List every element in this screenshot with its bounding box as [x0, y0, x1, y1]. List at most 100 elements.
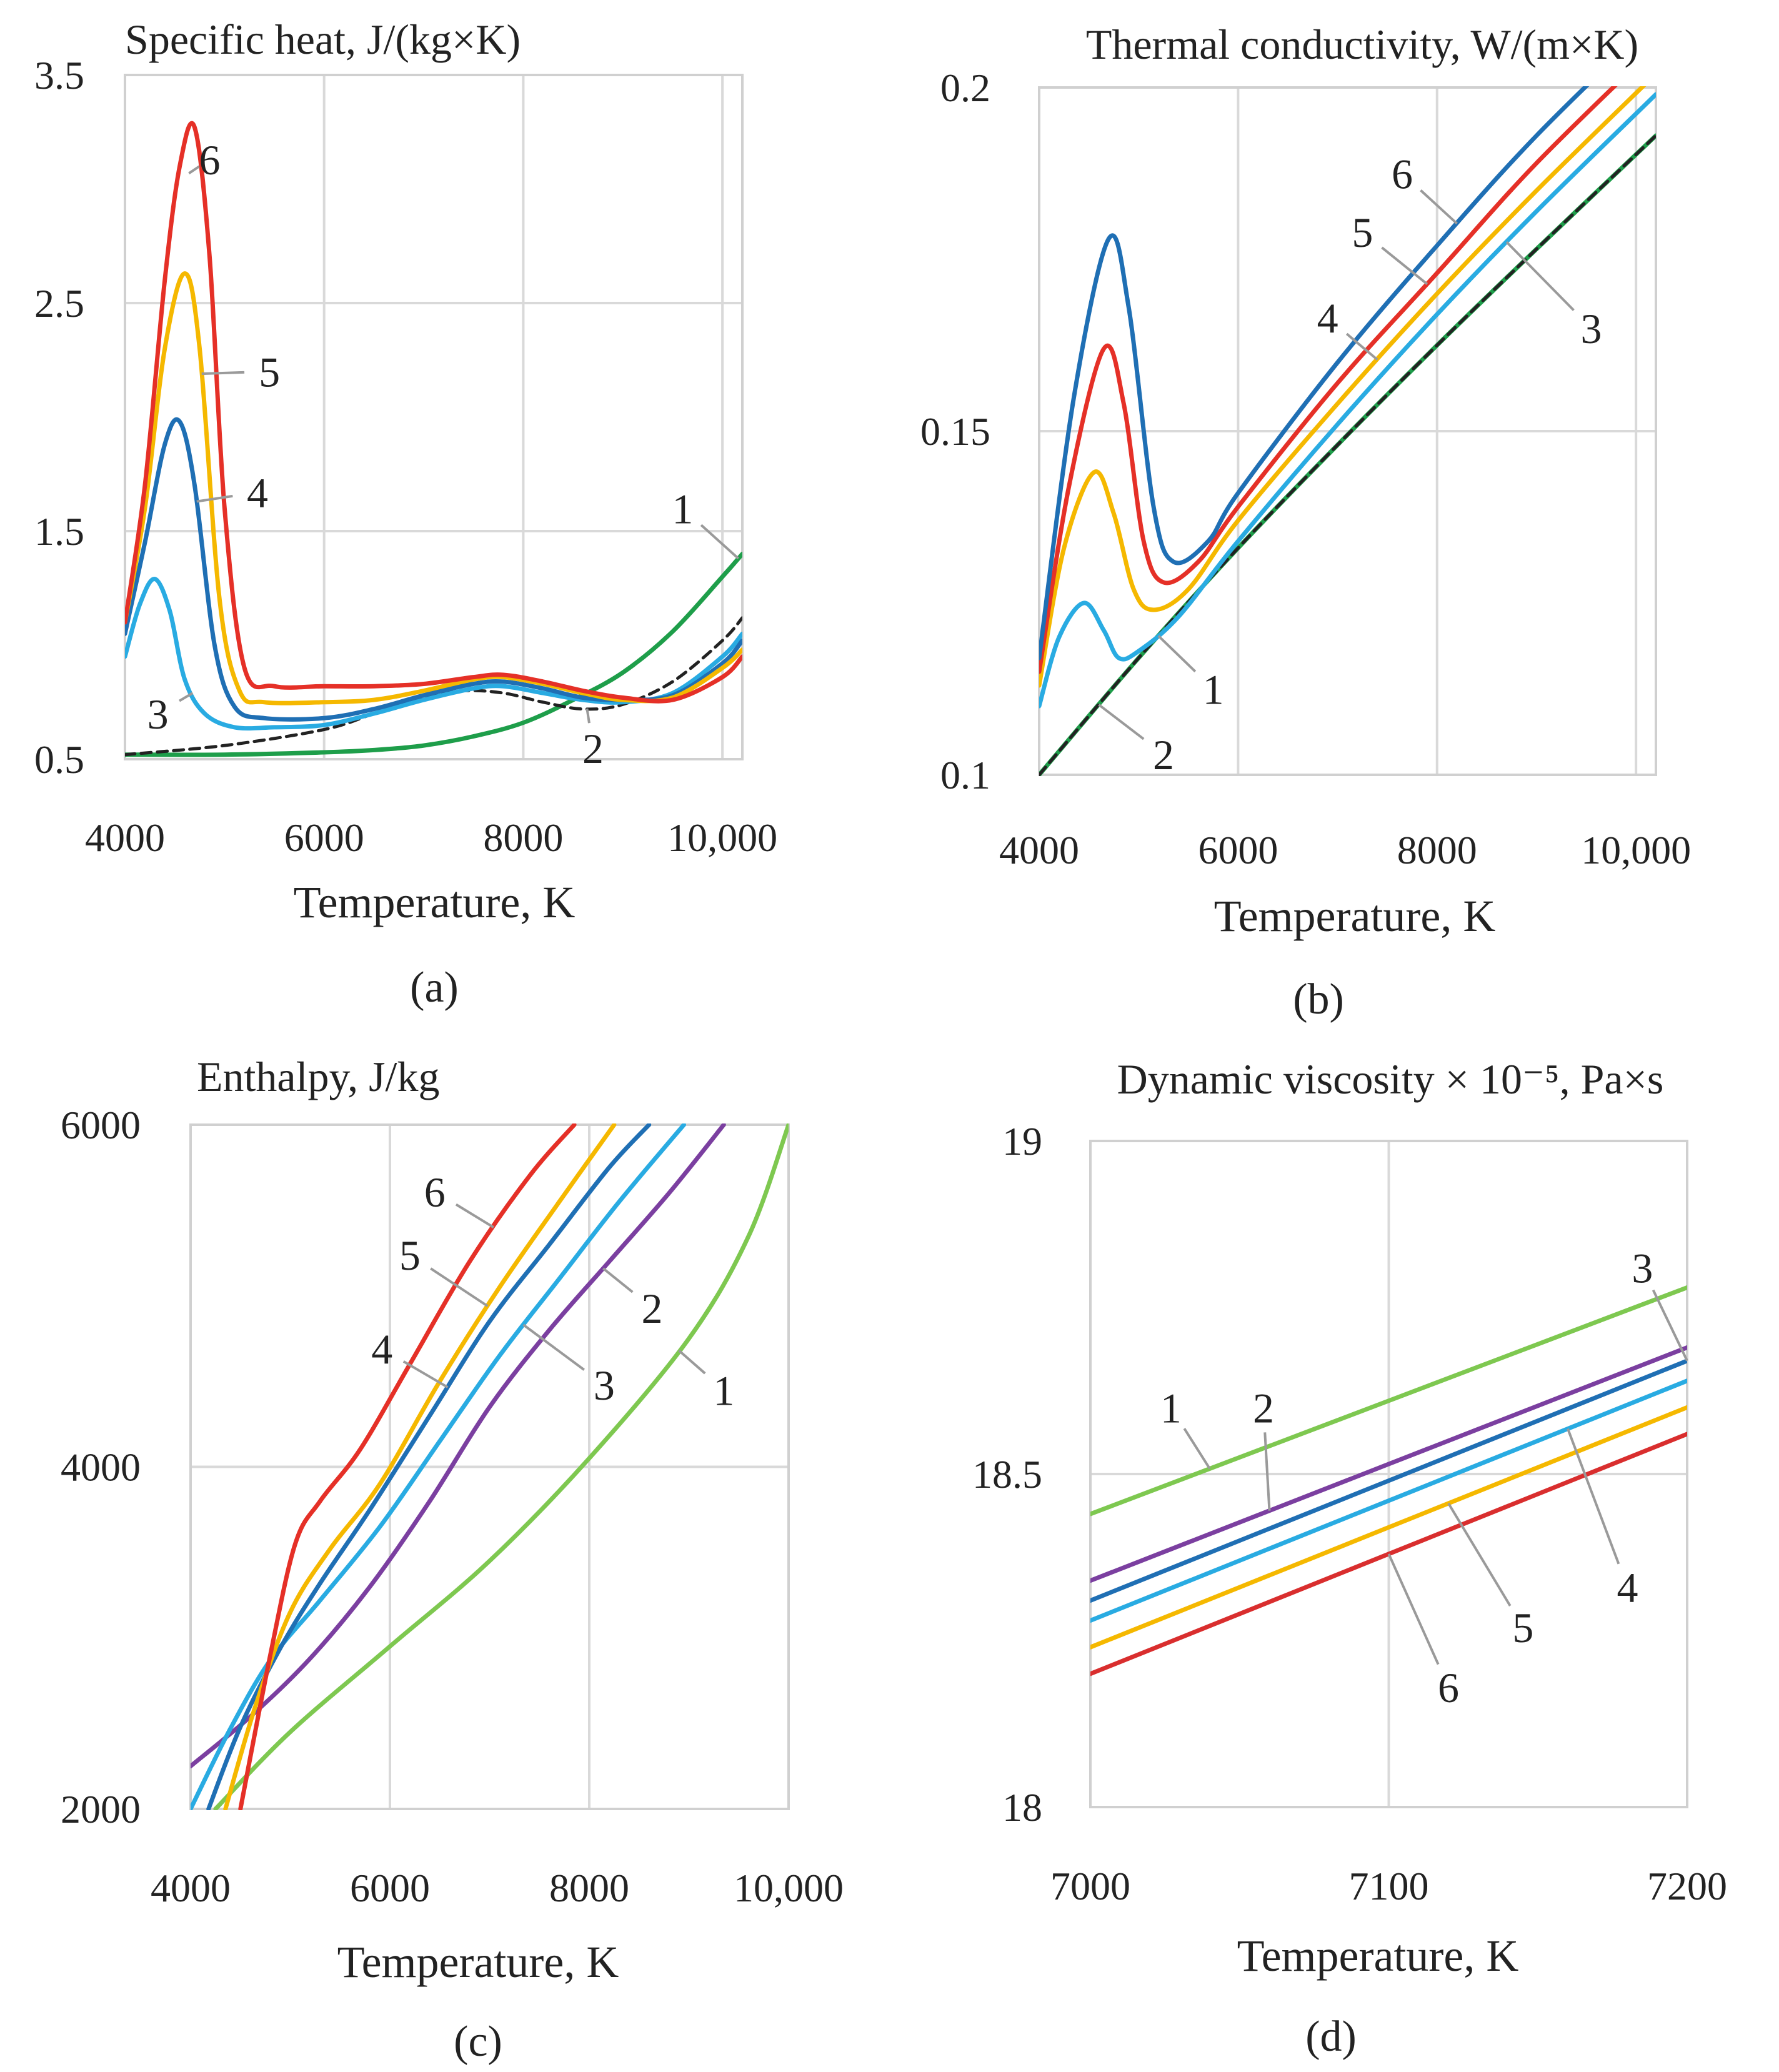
panel-a-curve-label-6: 6 [199, 136, 220, 184]
panel-d-leader-3 [1652, 1289, 1688, 1362]
panel-b-title: Thermal conductivity, W/(m×K) [1086, 21, 1638, 68]
panel-d-leader-4 [1567, 1428, 1620, 1565]
panel-b-curve-label-3: 3 [1581, 305, 1602, 352]
panel-d-title: Dynamic viscosity × 10⁻⁵, Pa×s [1117, 1055, 1664, 1103]
panel-d-xtick-label: 7000 [1050, 1864, 1130, 1908]
panel-d-xlabel: Temperature, K [1237, 1931, 1519, 1981]
panel-a-curve-label-4: 4 [247, 469, 268, 517]
panel-d-series-2 [1090, 1345, 1687, 1583]
panel-a-xtick-label: 6000 [284, 815, 364, 860]
panel-b-xtick-label: 8000 [1397, 828, 1477, 872]
panel-b-leader-3 [1505, 241, 1575, 311]
panel-c-series-1 [213, 1123, 789, 1810]
panel-b-curve-label-4: 4 [1317, 295, 1338, 342]
panel-a-series-1 [125, 552, 742, 757]
panel-c: Enthalpy, J/kg 4000 6000 8000 10,0002000400… [61, 1053, 844, 2066]
panel-d-curve-label-4: 4 [1617, 1564, 1638, 1611]
panel-d-leader-6 [1387, 1553, 1440, 1665]
panel-d-label: (d) [1305, 2013, 1357, 2061]
panel-c-series-2 [191, 1123, 726, 1769]
panel-a-xtick-label: 4000 [85, 815, 165, 860]
panel-d-series-4 [1090, 1378, 1687, 1623]
panel-b-xtick-label: 4000 [999, 828, 1079, 872]
panel-a-curve-label-5: 5 [259, 349, 280, 396]
panel-a-xtick-label: 8000 [483, 815, 563, 860]
panel-d-curve-label-6: 6 [1438, 1664, 1459, 1711]
panel-a-curve-label-3: 3 [147, 690, 169, 738]
panel-b: Thermal conductivity, W/(m×K) 4000 6000 80… [920, 21, 1691, 1024]
panel-d-curve-label-2: 2 [1253, 1384, 1274, 1432]
panel-a-title: Specific heat, J/(kg×K) [125, 16, 521, 63]
panel-b-series-2 [1039, 134, 1656, 776]
panel-d-plot-frame [1089, 1140, 1688, 1808]
panel-c-xtick-label: 6000 [350, 1866, 430, 1910]
panel-c-curve-label-3: 3 [594, 1362, 615, 1409]
panel-c-leader-6 [455, 1203, 494, 1228]
panel-a-ytick-label: 1.5 [34, 509, 84, 554]
panel-d-curve-label-5: 5 [1512, 1604, 1533, 1651]
panel-b-label: (b) [1293, 975, 1344, 1024]
panel-c-leader-3 [522, 1323, 585, 1371]
panel-a-ytick-label: 2.5 [34, 281, 84, 326]
panel-c-curve-label-2: 2 [641, 1285, 662, 1332]
panel-d-ytick-label: 18.5 [972, 1452, 1042, 1497]
panel-d-series-5 [1090, 1405, 1687, 1650]
panel-d-plot: 7000 7100 7200 18 18.5 19 1 2 3 4 5 6 [972, 1119, 1727, 1908]
panel-a-series-3 [125, 577, 742, 731]
panel-c-xtick-label: 8000 [549, 1866, 629, 1910]
panel-b-leader-1 [1157, 635, 1197, 673]
panel-a-xlabel: Temperature, K [294, 877, 576, 927]
panel-c-leader-4 [402, 1360, 449, 1388]
panel-c-curve-label-1: 1 [713, 1367, 734, 1414]
panel-c-leader-2 [602, 1267, 634, 1293]
panel-b-curve-label-6: 6 [1392, 151, 1413, 198]
panel-b-leader-4 [1345, 332, 1378, 361]
panel-c-leader-5 [430, 1267, 489, 1307]
panel-d-curve-label-3: 3 [1632, 1245, 1653, 1292]
panel-c-title: Enthalpy, J/kg [197, 1053, 439, 1100]
panel-a-leader-3 [179, 692, 194, 702]
panel-b-ytick-label: 0.2 [940, 66, 990, 110]
panel-a-leader-4 [196, 494, 233, 503]
panel-c-leader-1 [678, 1349, 706, 1375]
panel-b-leader-6 [1420, 189, 1458, 225]
panel-a-series-6 [125, 121, 742, 704]
panel-d-series-6 [1090, 1432, 1687, 1676]
panel-a-xtick-label: 10,000 [667, 815, 777, 860]
panel-c-series-6 [238, 1123, 577, 1810]
panel-b-plot-frame [1038, 86, 1657, 776]
panel-b-ytick-label: 0.15 [920, 409, 990, 454]
panel-b-ytick-label: 0.1 [940, 753, 990, 797]
panel-a: Specific heat, J/(kg×K) 4000 6000 8000 10,0… [34, 16, 777, 1012]
panel-a-leader-2 [586, 708, 591, 724]
panel-d-ytick-label: 18 [1002, 1785, 1042, 1830]
panel-a-series-2 [125, 616, 742, 757]
panel-d-series-1 [1090, 1285, 1687, 1517]
panel-c-ytick-label: 2000 [61, 1787, 141, 1831]
panel-c-series-3 [191, 1123, 686, 1810]
panel-b-series-4 [1039, 86, 1647, 688]
panel-a-label: (a) [410, 964, 459, 1012]
panel-c-label: (c) [454, 2018, 502, 2066]
panel-b-series-3 [1039, 92, 1656, 709]
panel-b-series-5 [1039, 86, 1618, 674]
panel-d-leader-2 [1263, 1432, 1271, 1511]
panel-b-series-6 [1039, 86, 1590, 660]
panel-a-curve-label-1: 1 [672, 486, 693, 533]
panel-b-xlabel: Temperature, K [1214, 891, 1496, 941]
panel-b-xtick-label: 6000 [1198, 828, 1278, 872]
panel-a-ytick-label: 0.5 [34, 737, 84, 782]
panel-c-xlabel: Temperature, K [337, 1937, 619, 1987]
panel-a-curve-label-2: 2 [582, 725, 604, 772]
panel-a-plot: 4000 6000 8000 10,000 0.5 1.5 2.5 3.5 6 5 4 3 1 2 [34, 53, 777, 860]
panel-b-leader-2 [1098, 704, 1145, 740]
panel-d-xtick-label: 7100 [1349, 1864, 1429, 1908]
panel-d-ytick-label: 19 [1002, 1119, 1042, 1163]
panel-d-leader-5 [1447, 1502, 1512, 1606]
panel-a-leader-1 [700, 524, 739, 560]
panel-b-xtick-label: 10,000 [1581, 828, 1691, 872]
panel-d-leader-1 [1183, 1428, 1211, 1470]
panel-c-xtick-label: 10,000 [734, 1866, 844, 1910]
